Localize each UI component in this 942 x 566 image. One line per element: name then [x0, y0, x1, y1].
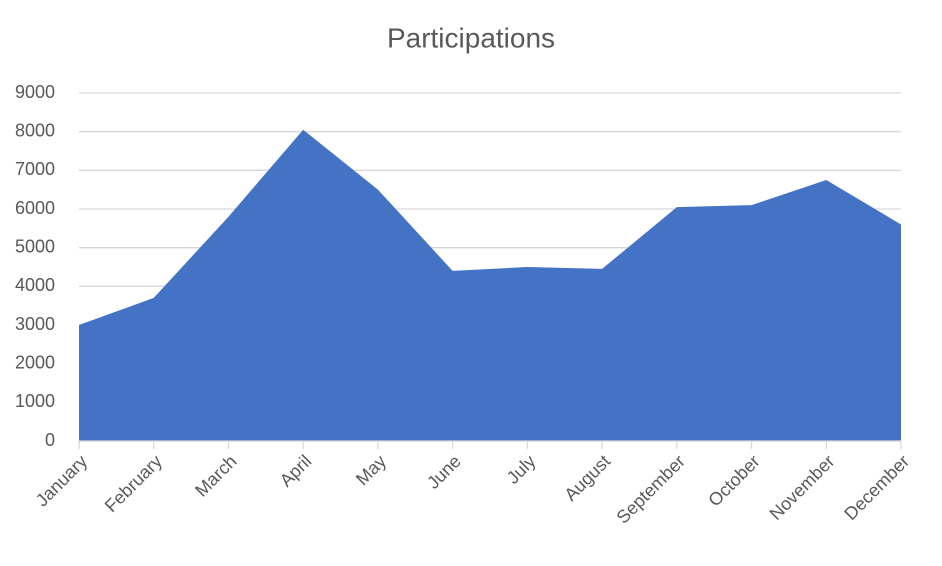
x-tick-label: January — [32, 451, 91, 510]
y-tick-label: 9000 — [15, 82, 55, 102]
y-tick-label: 7000 — [15, 159, 55, 179]
y-tick-label: 8000 — [15, 120, 55, 140]
y-tick-label: 0 — [45, 430, 55, 450]
x-tick-label: April — [276, 451, 316, 491]
y-tick-label: 5000 — [15, 236, 55, 256]
x-tick-label: May — [352, 451, 390, 489]
area — [79, 129, 901, 441]
x-tick-label: June — [423, 451, 465, 493]
x-tick-label: December — [840, 451, 913, 524]
x-tick-label: November — [766, 451, 839, 524]
y-tick-label: 6000 — [15, 198, 55, 218]
x-tick-label: October — [704, 451, 763, 510]
y-tick-label: 4000 — [15, 275, 55, 295]
chart-title: Participations — [387, 22, 555, 53]
x-tick-label: March — [191, 451, 241, 501]
x-tick-label: February — [101, 451, 166, 516]
y-tick-label: 2000 — [15, 352, 55, 372]
x-tick-label: July — [503, 451, 540, 488]
x-tick-label: August — [561, 451, 615, 505]
x-tick-label: September — [613, 451, 689, 527]
y-tick-label: 3000 — [15, 314, 55, 334]
y-tick-label: 1000 — [15, 391, 55, 411]
